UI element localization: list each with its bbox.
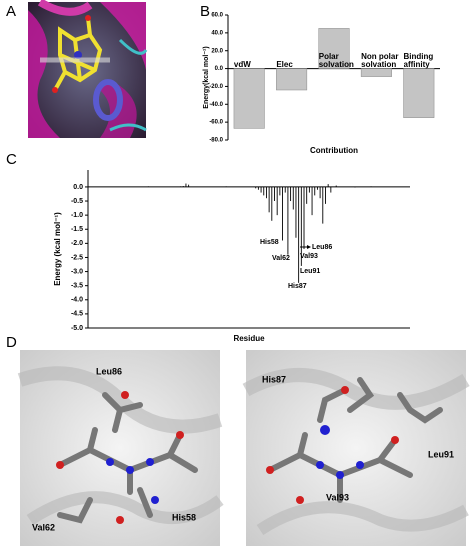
structure-image-d-left bbox=[17, 350, 224, 546]
structure-image-a bbox=[28, 0, 148, 138]
bar bbox=[276, 68, 308, 91]
structure-image-d-right bbox=[242, 350, 470, 546]
bar bbox=[403, 68, 435, 118]
annotation: His58 bbox=[260, 239, 279, 246]
y-tick-label: -4.5 bbox=[71, 311, 83, 318]
bar bbox=[318, 28, 350, 69]
annotation: His87 bbox=[288, 283, 307, 290]
y-tick-label: 60.0 bbox=[211, 13, 223, 19]
bar bbox=[360, 68, 392, 77]
panel-label: A bbox=[6, 3, 16, 20]
category-label-box: vdW bbox=[233, 59, 251, 69]
residue-label: Val62 bbox=[32, 522, 55, 532]
panel-label: D bbox=[6, 334, 17, 351]
bar bbox=[233, 68, 265, 129]
annotation-arrowhead bbox=[307, 245, 311, 249]
x-axis-label: Contribution bbox=[310, 146, 358, 155]
y-tick-label: -40.0 bbox=[209, 102, 223, 108]
y-tick-label: -2.0 bbox=[71, 240, 83, 247]
y-tick-label: -4.0 bbox=[71, 297, 83, 304]
residue-label: Val93 bbox=[326, 492, 349, 502]
annotation: Leu86 bbox=[312, 244, 332, 251]
y-tick-label: -20.0 bbox=[209, 84, 223, 90]
panel-label: C bbox=[6, 151, 17, 168]
y-axis-label: Energy (kcal mol⁻¹) bbox=[53, 212, 62, 286]
y-tick-label: -5.0 bbox=[71, 325, 83, 332]
residue-label: Leu91 bbox=[428, 449, 454, 459]
y-tick-label: -0.5 bbox=[71, 198, 83, 205]
category-label-box: Elec bbox=[276, 59, 293, 69]
y-tick-label: -3.5 bbox=[71, 283, 83, 290]
x-axis-label: Residue bbox=[233, 334, 265, 343]
category-label-box: Non polar solvation bbox=[361, 51, 399, 69]
residue-label: Leu86 bbox=[96, 366, 122, 376]
y-tick-label: 40.0 bbox=[211, 30, 223, 36]
y-tick-label: -2.5 bbox=[71, 254, 83, 261]
annotation: Val93 bbox=[300, 253, 318, 260]
annotation: Leu91 bbox=[300, 268, 320, 275]
y-tick-label: 0.0 bbox=[215, 66, 224, 72]
residue-label: His87 bbox=[262, 374, 286, 384]
category-label: Elec bbox=[276, 59, 293, 69]
category-label: Binding affinity bbox=[403, 51, 434, 69]
y-tick-label: -60.0 bbox=[209, 120, 223, 126]
category-label-box: Polar solvation bbox=[318, 51, 354, 69]
y-tick-label: -3.0 bbox=[71, 268, 83, 275]
y-axis-label: Energy(kcal mol⁻¹) bbox=[203, 46, 210, 108]
category-label: Polar solvation bbox=[318, 51, 354, 69]
category-label: Non polar solvation bbox=[361, 51, 399, 69]
y-tick-label: -80.0 bbox=[209, 138, 223, 144]
category-label: vdW bbox=[233, 59, 251, 69]
y-tick-label: 20.0 bbox=[211, 48, 223, 54]
annotation: Val62 bbox=[272, 255, 290, 262]
y-tick-label: 0.0 bbox=[73, 184, 83, 191]
residue-label: His58 bbox=[172, 512, 196, 522]
y-tick-label: -1.5 bbox=[71, 226, 83, 233]
y-tick-label: -1.0 bbox=[71, 212, 83, 219]
panel-label: B bbox=[200, 3, 210, 20]
category-label-box: Binding affinity bbox=[403, 51, 434, 69]
